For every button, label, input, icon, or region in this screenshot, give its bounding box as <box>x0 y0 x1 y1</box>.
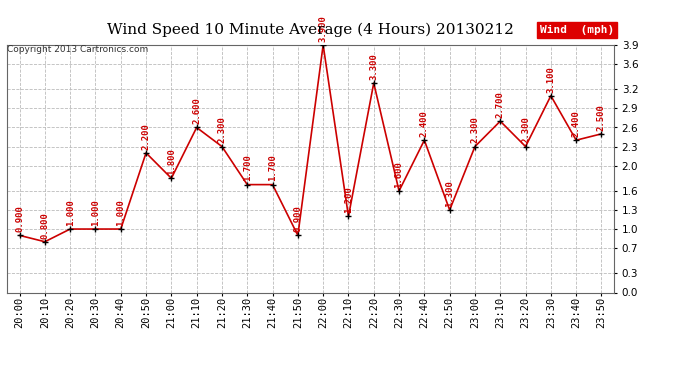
Text: 2.400: 2.400 <box>420 110 429 137</box>
Text: 3.100: 3.100 <box>546 66 555 93</box>
Text: 2.600: 2.600 <box>192 98 201 124</box>
Text: Wind Speed 10 Minute Average (4 Hours) 20130212: Wind Speed 10 Minute Average (4 Hours) 2… <box>107 22 514 37</box>
Text: 2.300: 2.300 <box>521 117 530 143</box>
Text: 1.000: 1.000 <box>116 199 126 226</box>
Text: 2.700: 2.700 <box>495 91 505 118</box>
Text: Copyright 2013 Cartronics.com: Copyright 2013 Cartronics.com <box>7 45 148 54</box>
Text: 1.200: 1.200 <box>344 186 353 213</box>
Text: 0.800: 0.800 <box>40 211 50 238</box>
Text: 2.500: 2.500 <box>597 104 606 130</box>
Text: 1.000: 1.000 <box>91 199 100 226</box>
Text: 3.300: 3.300 <box>369 53 378 80</box>
Text: 1.700: 1.700 <box>243 154 252 182</box>
Text: 1.300: 1.300 <box>445 180 454 207</box>
Text: Wind  (mph): Wind (mph) <box>540 25 614 35</box>
Text: 1.700: 1.700 <box>268 154 277 182</box>
Text: 2.300: 2.300 <box>217 117 226 143</box>
Text: 0.900: 0.900 <box>15 206 24 232</box>
Text: 1.600: 1.600 <box>395 161 404 188</box>
Text: 1.800: 1.800 <box>167 148 176 175</box>
Text: 2.400: 2.400 <box>571 110 581 137</box>
Text: 1.000: 1.000 <box>66 199 75 226</box>
Text: 0.900: 0.900 <box>293 206 302 232</box>
Text: 3.900: 3.900 <box>319 15 328 42</box>
Text: 2.300: 2.300 <box>471 117 480 143</box>
Text: 2.200: 2.200 <box>141 123 150 150</box>
